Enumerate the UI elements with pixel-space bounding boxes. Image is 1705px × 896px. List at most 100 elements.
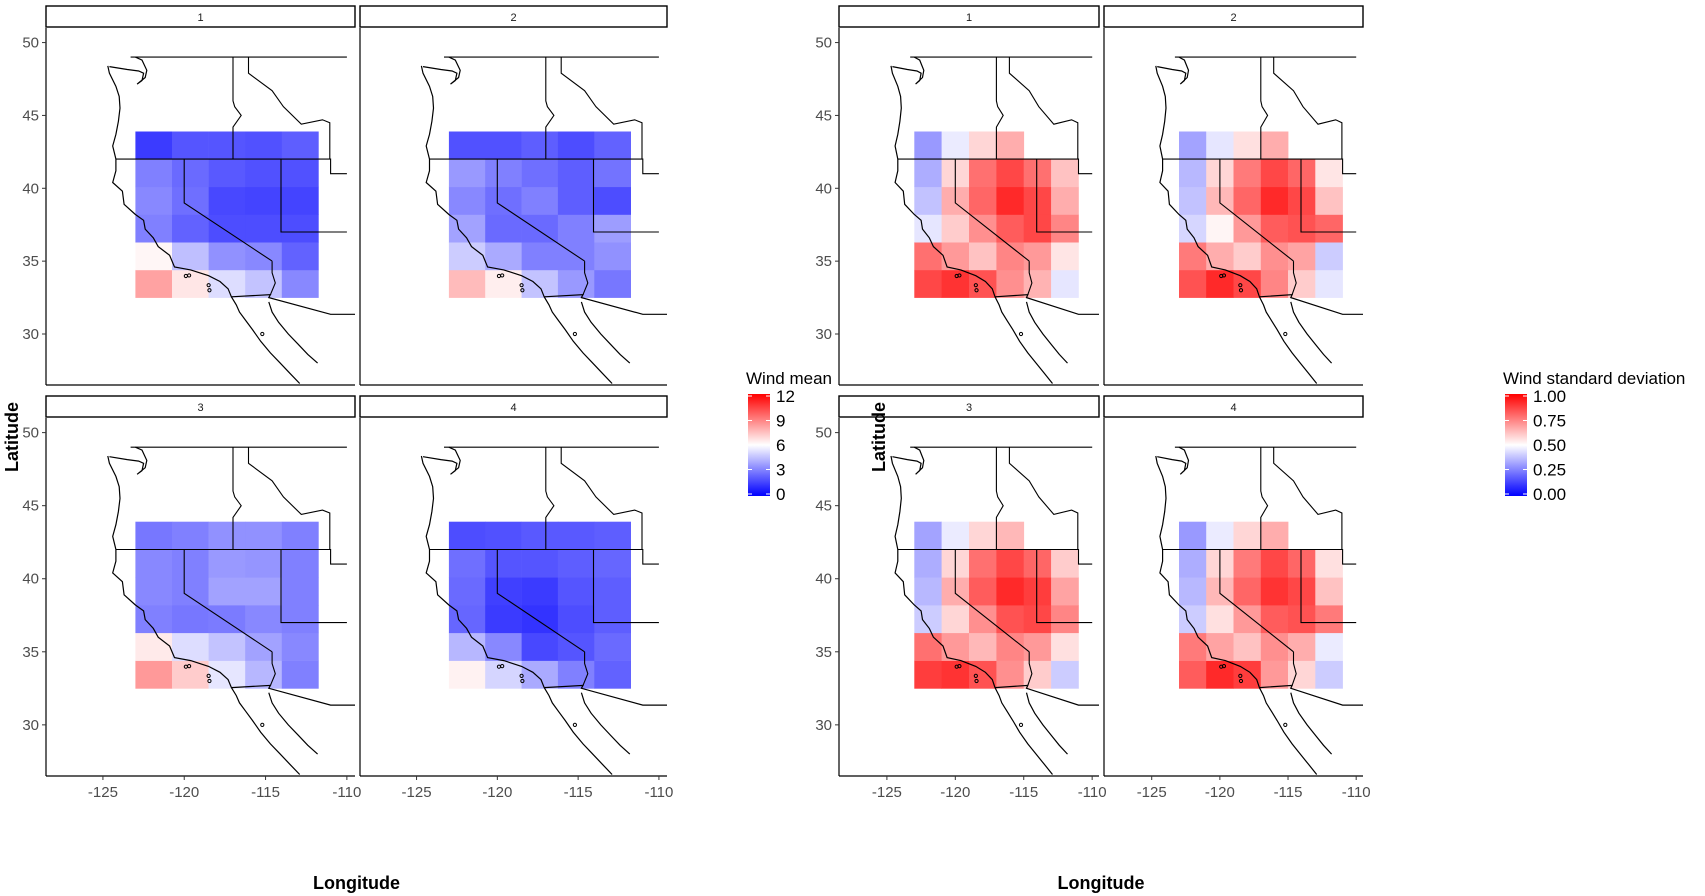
heatmap-tile: [1233, 605, 1262, 634]
x-tick-label: -120: [482, 784, 512, 801]
facet-panel: 1 30 35 40 45 50: [22, 5, 356, 386]
heatmap-tile: [914, 159, 942, 188]
heatmap-tile: [135, 521, 173, 550]
heatmap-tile: [448, 159, 486, 188]
heatmap-tile: [245, 269, 283, 298]
heatmap-tile: [969, 549, 997, 578]
state-border: [429, 158, 659, 175]
state-border: [1260, 57, 1269, 160]
heatmap-tile: [914, 632, 942, 661]
mexico-border: [544, 294, 667, 315]
island: [519, 283, 524, 288]
gulf-coastline: [1290, 301, 1333, 364]
heatmap-tile: [281, 242, 319, 271]
island: [206, 283, 211, 288]
heatmap-tile: [941, 131, 970, 160]
island: [1219, 273, 1224, 279]
heatmap-tile: [245, 577, 283, 606]
heatmap-tile: [557, 660, 595, 689]
coastline: [420, 455, 613, 775]
puget-sound: [1157, 56, 1190, 85]
island: [260, 722, 265, 727]
y-tick-label: 40: [815, 180, 832, 197]
heatmap-tile: [557, 577, 595, 606]
heatmap-tile: [485, 131, 522, 160]
heatmap-tile: [594, 214, 631, 243]
island: [496, 664, 502, 669]
mexico-border: [544, 684, 667, 706]
heatmap-tile: [245, 521, 283, 550]
x-tick-label: -125: [402, 784, 432, 801]
heatmap-tile: [521, 549, 559, 578]
state-border: [1036, 549, 1093, 624]
heatmap-tile: [208, 186, 246, 215]
heatmap-tile: [1260, 521, 1289, 550]
heatmap-tile: [521, 269, 559, 298]
heatmap-tile: [1260, 269, 1289, 298]
island: [954, 664, 959, 669]
heatmap-tile: [1233, 577, 1262, 606]
facet-panel: 2: [359, 5, 668, 386]
heatmap-tile: [914, 521, 942, 550]
facet-strip: [838, 5, 1100, 28]
heatmap-tile: [1260, 131, 1289, 160]
mexico-border: [1259, 684, 1363, 706]
island: [1238, 288, 1244, 293]
heatmap-tile: [1206, 632, 1234, 661]
island: [1238, 283, 1243, 288]
y-tick-label: 50: [815, 35, 832, 52]
heatmap-tile: [1260, 605, 1289, 634]
heatmap-tile: [1233, 632, 1262, 661]
heatmap-tile: [485, 214, 522, 243]
state-border: [897, 548, 1093, 565]
heatmap-tile: [1260, 159, 1289, 188]
heatmap-tile: [281, 269, 319, 298]
heatmap-tile: [594, 131, 631, 160]
coastline: [1155, 455, 1318, 775]
legend-title: Wind mean: [746, 369, 832, 388]
heatmap-tile: [969, 159, 997, 188]
heatmap-tile: [1233, 186, 1262, 215]
legend-break-label: 6: [776, 436, 785, 455]
heatmap-tile: [135, 632, 173, 661]
state-border: [183, 549, 273, 653]
state-border: [1008, 57, 1079, 160]
facet-panel: 2: [1103, 5, 1364, 386]
island: [183, 664, 188, 669]
heatmap-tile: [594, 242, 631, 271]
y-tick-label: 35: [815, 253, 832, 270]
puget-sound: [892, 446, 925, 475]
heatmap-tile: [208, 159, 246, 188]
island: [207, 678, 212, 684]
state-border: [232, 57, 242, 160]
heatmap-tile: [521, 214, 559, 243]
facet-strip-label: 1: [197, 12, 203, 24]
heatmap-tile: [485, 521, 522, 550]
heatmap-tile: [1288, 577, 1316, 606]
state-border: [995, 57, 1004, 160]
heatmap-tile: [281, 577, 319, 606]
heatmap-tile: [557, 186, 595, 215]
state-border: [592, 159, 659, 233]
heatmap-tile: [245, 214, 283, 243]
heatmap-tile: [1288, 186, 1316, 215]
heatmap-tile: [557, 549, 595, 578]
facet-strip: [359, 5, 668, 28]
heatmap-tile: [969, 632, 997, 661]
legend-break-label: 0.50: [1533, 436, 1566, 455]
heatmap-tile: [1233, 131, 1262, 160]
heatmap-tile: [996, 605, 1025, 634]
heatmap-tile: [281, 186, 319, 215]
panel-plot-area: [107, 446, 355, 775]
heatmap-tile: [135, 549, 173, 578]
gulf-coastline: [580, 692, 631, 755]
facet-panel: 3 30 35 40 45 50 -125 -120 -115 -110: [815, 395, 1107, 801]
heatmap-tile: [245, 159, 283, 188]
state-border: [280, 159, 347, 233]
x-tick-label: -125: [1137, 784, 1167, 801]
mexico-border: [994, 294, 1099, 315]
heatmap-tile: [594, 577, 631, 606]
heatmap-tile: [1051, 186, 1079, 215]
island: [1238, 678, 1244, 684]
legend-colorbar: [1505, 394, 1527, 496]
